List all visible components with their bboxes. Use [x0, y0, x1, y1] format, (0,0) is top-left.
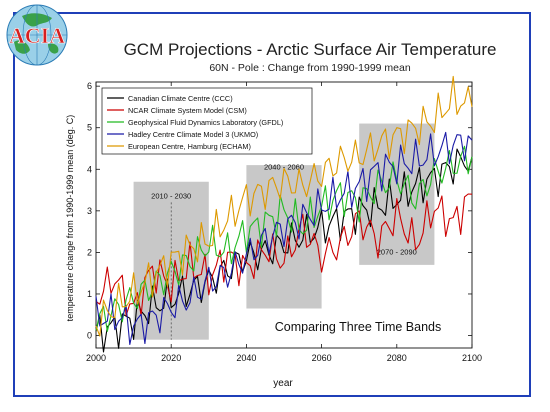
chart-subtitle: 60N - Pole : Change from 1990-1999 mean [209, 62, 411, 74]
y-tick-label: 2 [87, 247, 92, 257]
legend-entry: Hadley Centre Climate Model 3 (UKMO) [128, 130, 258, 139]
y-tick-label: 4 [87, 164, 92, 174]
legend-entry: European Centre, Hamburg (ECHAM) [128, 142, 251, 151]
x-tick-label: 2100 [462, 353, 482, 363]
x-tick-label: 2020 [161, 353, 181, 363]
axes: 0 1 2 3 4 5 6 2000 2020 2040 2060 2080 2100 [86, 81, 482, 363]
legend-entry: NCAR Climate System Model (CSM) [128, 106, 247, 115]
series-lines [95, 75, 473, 353]
series-line-3 [95, 145, 473, 332]
x-axis-label: year [273, 378, 293, 389]
series-line-1 [95, 148, 473, 353]
legend-entry: Geophysical Fluid Dynamics Laboratory (G… [128, 118, 283, 127]
chart-annotation: Comparing Three Time Bands [275, 320, 442, 334]
series-line-4 [95, 131, 473, 346]
y-tick-label: 5 [87, 123, 92, 133]
logo-text: ACIA [9, 23, 65, 48]
y-tick-label: 6 [87, 81, 92, 91]
acia-logo: ACIA [6, 4, 68, 66]
legend-box [101, 87, 313, 155]
y-tick-label: 3 [87, 206, 92, 216]
x-tick-label: 2040 [236, 353, 256, 363]
series-line-2 [95, 193, 473, 317]
y-axis-label: temperature change from 1990-1999 mean (… [65, 115, 75, 322]
legend-entry: Canadian Climate Centre (CCC) [128, 94, 233, 103]
legend: Canadian Climate Centre (CCC) NCAR Climat… [101, 87, 313, 155]
x-tick-label: 2080 [387, 353, 407, 363]
time-band-label-3: 2070 - 2090 [377, 247, 417, 256]
time-band-label-2: 2040 - 2060 [264, 162, 304, 171]
y-tick-label: 0 [87, 331, 92, 341]
chart-title: GCM Projections - Arctic Surface Air Tem… [123, 40, 497, 59]
time-band-3 [359, 123, 435, 265]
time-band-label-1: 2010 - 2030 [151, 191, 191, 200]
y-tick-label: 1 [87, 289, 92, 299]
x-tick-label: 2060 [312, 353, 332, 363]
time-band-2 [246, 165, 322, 309]
x-tick-label: 2000 [86, 353, 106, 363]
series-line-5 [95, 75, 473, 337]
plot-border [95, 81, 473, 349]
